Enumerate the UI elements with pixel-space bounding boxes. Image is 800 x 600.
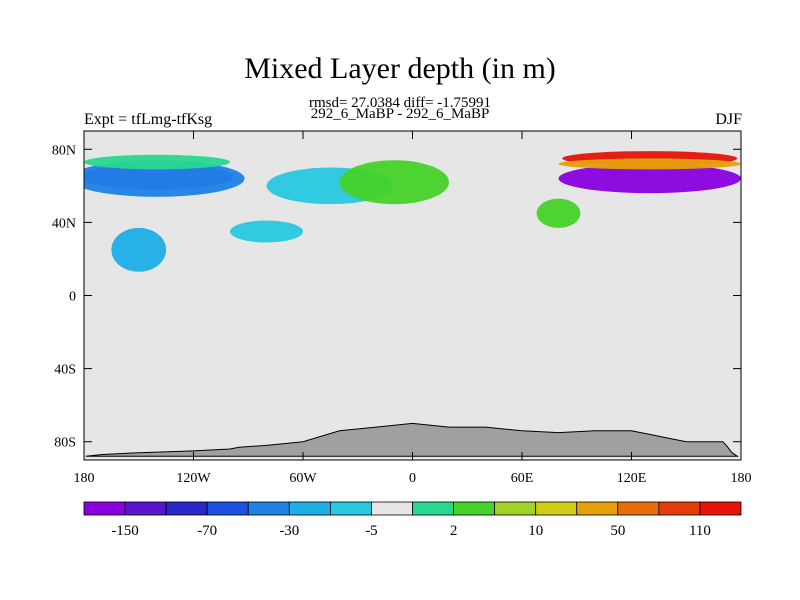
experiment-subtitle: 292_6_MaBP - 292_6_MaBP [310, 106, 490, 122]
colorbar-label: -150 [111, 523, 139, 539]
colorbar-box [617, 501, 660, 516]
anomaly-region [558, 163, 741, 194]
x-tick-label: 120W [176, 471, 211, 486]
x-tick-label: 60W [289, 471, 317, 486]
colorbar-box [124, 501, 167, 516]
colorbar-box [247, 501, 290, 516]
anomaly-region [111, 227, 167, 272]
y-tick-label: 40S [54, 363, 76, 378]
colorbar-label: -70 [197, 523, 217, 539]
y-tick-label: 40N [52, 216, 76, 231]
anomaly-region [339, 160, 449, 205]
y-tick-label: 80N [52, 143, 76, 158]
land-mass [85, 422, 740, 457]
colorbar-box [699, 501, 742, 516]
colorbar-label: 50 [610, 523, 625, 539]
anomaly-region [84, 154, 230, 170]
axes: 180 120W 60W 0 60E 120E 180 80N 40N 0 40S 80S [52, 130, 752, 486]
anomaly-region [84, 160, 245, 197]
plot-area [84, 131, 741, 460]
colorbar-box [576, 501, 619, 516]
y-tick-label: 0 [69, 290, 76, 305]
anomaly-region [536, 198, 581, 228]
colorbar-box [83, 501, 126, 516]
anomaly-region [558, 158, 741, 170]
colorbar-label: 10 [528, 523, 543, 539]
colorbar-label: -30 [279, 523, 299, 539]
colorbar-box [535, 501, 578, 516]
colorbar-box [412, 501, 454, 516]
colorbar-box [165, 501, 208, 516]
colorbar-label: 2 [450, 523, 458, 539]
x-tick-label: 0 [409, 471, 416, 486]
colorbar-box [206, 501, 249, 516]
stats-line: rmsd= 27.0384 diff= -1.75991 [308, 95, 492, 111]
colorbar-label: -5 [365, 523, 378, 539]
colorbar-box [494, 501, 537, 516]
colorbar-box [371, 501, 413, 516]
x-tick-label: 120E [617, 471, 647, 486]
colorbar: -150 -70 -30 -5 2 10 50 110 [83, 501, 742, 539]
season-label: DJF [715, 111, 742, 128]
colorbar-box [329, 501, 372, 516]
experiment-label: Expt = tfLmg-tfKsg [84, 111, 213, 128]
colorbar-box [288, 501, 331, 516]
y-tick-label: 80S [54, 436, 76, 451]
anomaly-region [230, 220, 303, 243]
colorbar-box [453, 501, 496, 516]
x-tick-label: 180 [74, 471, 95, 486]
x-tick-label: 180 [731, 471, 752, 486]
colorbar-box [658, 501, 701, 516]
colorbar-label: 110 [689, 523, 711, 539]
x-tick-label: 60E [511, 471, 534, 486]
chart-title: Mixed Layer depth (in m) [244, 52, 556, 85]
